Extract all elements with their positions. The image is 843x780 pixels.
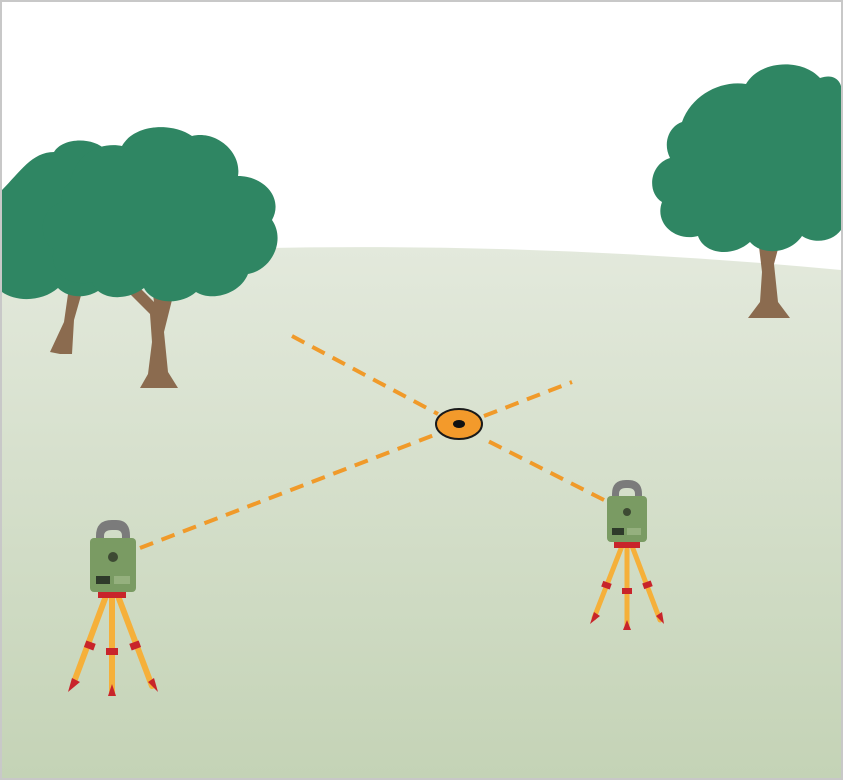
tripod-bands xyxy=(68,640,158,696)
instrument-keypad xyxy=(627,528,641,535)
total-station-left xyxy=(68,520,158,696)
tripod-bands xyxy=(590,580,664,630)
ground xyxy=(2,247,841,778)
tree-front-left xyxy=(42,127,278,388)
tree-foliage xyxy=(652,64,841,253)
sight-line-upper-right xyxy=(483,380,573,418)
sight-line-left xyxy=(139,430,443,550)
tripod-head xyxy=(98,588,126,598)
instrument-display xyxy=(96,576,110,584)
tree-foliage xyxy=(42,127,278,302)
total-station-right xyxy=(590,480,664,630)
tree-right xyxy=(652,64,841,318)
sight-line-upper-left xyxy=(291,334,439,416)
target-center-dot xyxy=(453,420,465,428)
instrument-display xyxy=(612,528,624,535)
instrument-lens-icon xyxy=(623,508,631,516)
survey-target-point xyxy=(435,408,483,440)
instrument-keypad xyxy=(114,576,130,584)
sight-lines xyxy=(139,334,605,550)
tree-trunk xyxy=(122,272,190,388)
instrument-body xyxy=(607,496,647,542)
tripod-head xyxy=(614,540,640,548)
instrument-lens-icon xyxy=(108,552,118,562)
tripod-legs xyxy=(71,593,155,695)
